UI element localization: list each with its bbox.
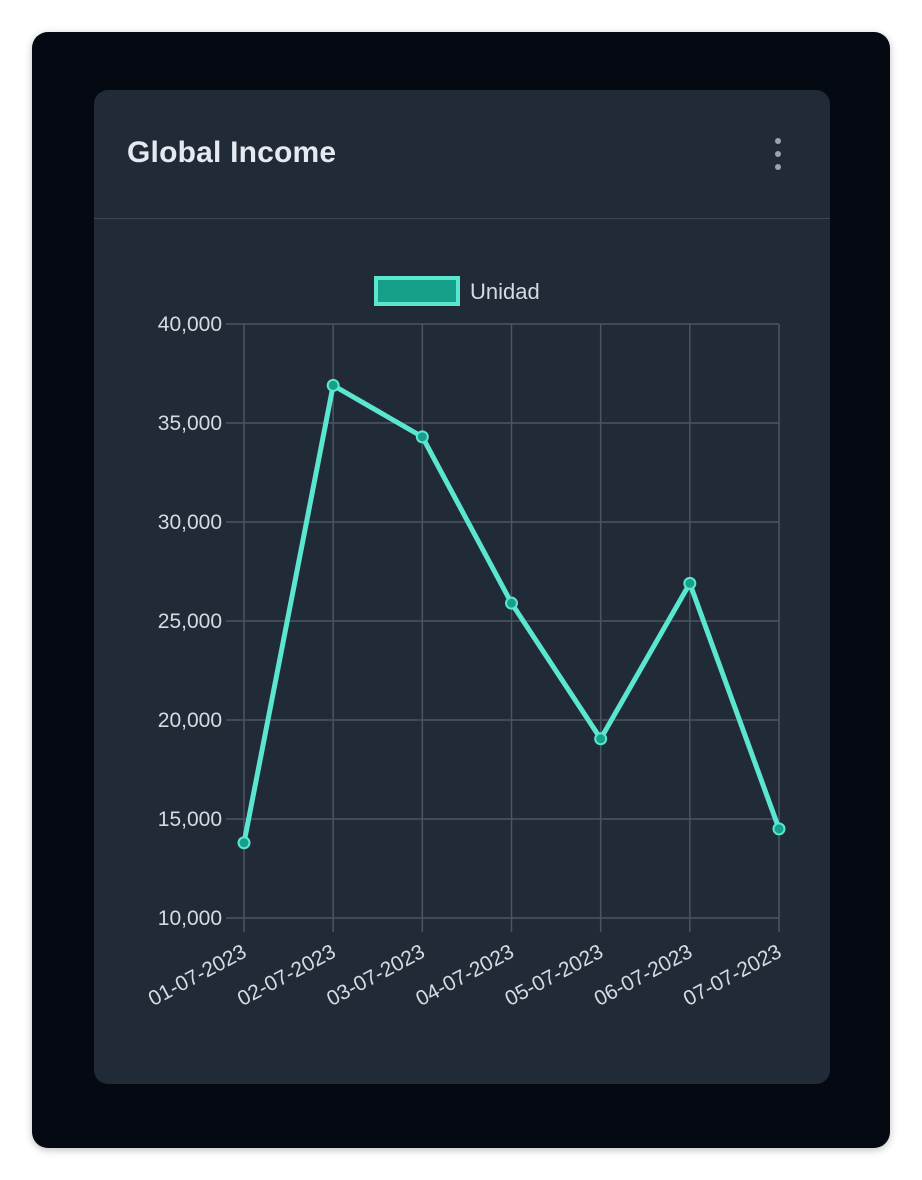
y-axis-ticks: 10,000 15,000 20,000 25,000 30,000 35,000 40,0… [158,313,222,930]
x-axis-ticks: 01-07-202302-07-202303-07-202304-07-2023… [145,940,786,1011]
card-title: Global Income [127,136,337,169]
y-tick-label: 40,000 [158,313,222,336]
legend-swatch-unidad [374,276,460,306]
x-tick-label: 02-07-2023 [234,940,340,1011]
x-tick-label: 04-07-2023 [412,940,518,1011]
series-unidad [237,378,786,850]
y-tick-label: 35,000 [158,412,222,435]
chart-grid [226,323,780,932]
y-tick-label: 25,000 [158,610,222,633]
data-point[interactable] [415,430,429,444]
income-card: Global Income Unidad 10,000 15,000 20,000 2… [94,90,830,1084]
page-background: Global Income Unidad 10,000 15,000 20,000 2… [32,32,890,1148]
more-vertical-icon [775,138,781,170]
x-tick-label: 03-07-2023 [323,940,429,1011]
more-options-button[interactable] [762,134,794,174]
y-tick-label: 15,000 [158,808,222,831]
x-tick-label: 01-07-2023 [145,940,251,1011]
legend-label-unidad: Unidad [470,279,540,304]
y-tick-label: 30,000 [158,511,222,534]
data-point[interactable] [326,378,340,392]
y-tick-label: 20,000 [158,709,222,732]
x-tick-label: 06-07-2023 [591,940,697,1011]
data-point[interactable] [594,732,608,746]
income-line-chart: Unidad 10,000 15,000 20,000 25,000 30,000 35,… [145,276,786,1011]
data-point[interactable] [505,596,518,610]
card-header: Global Income [94,90,830,219]
chart-legend[interactable]: Unidad [374,276,540,306]
data-point[interactable] [683,576,697,590]
data-point[interactable] [772,822,786,836]
x-tick-label: 07-07-2023 [680,940,786,1011]
y-tick-label: 10,000 [158,907,222,930]
x-tick-label: 05-07-2023 [501,940,607,1011]
data-point[interactable] [237,836,251,850]
